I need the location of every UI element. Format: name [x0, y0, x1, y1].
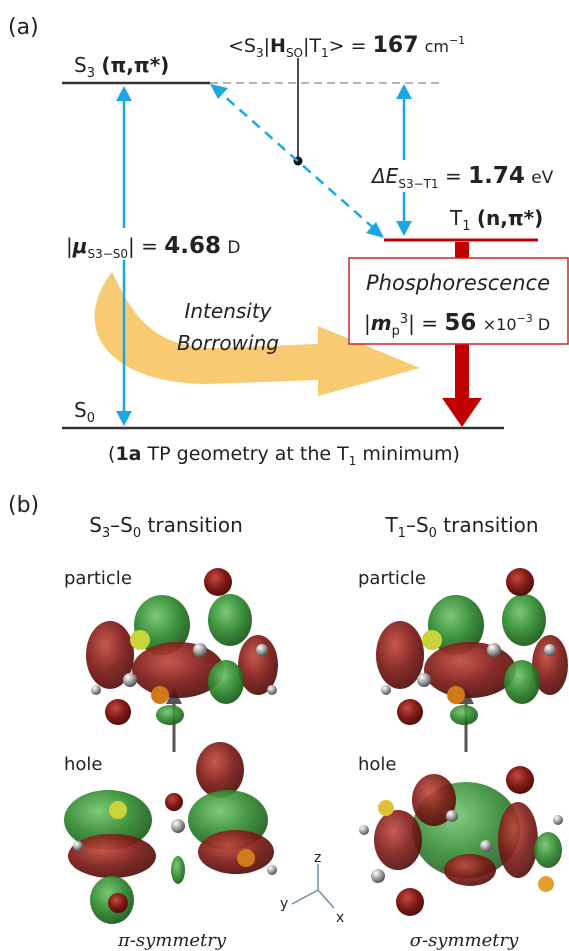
- right-particle-label: particle: [358, 568, 426, 589]
- phosphorescence-arrowhead: [442, 398, 482, 427]
- tdm-label-bg: [60, 228, 250, 260]
- gap-label: ΔES3−T1 = 1.74 eV: [370, 163, 554, 191]
- gap-arrowhead-down: [396, 221, 412, 236]
- right-hole-label: hole: [358, 754, 397, 775]
- left-hole-orbital: [64, 742, 277, 924]
- s3-s0-arrowhead-down: [116, 411, 132, 426]
- phosphorescence-value: |mp3| = 56 ×10−3 D: [364, 310, 550, 339]
- left-symmetry-label: π-symmetry: [117, 930, 227, 951]
- panel-b-label: (b): [8, 493, 39, 518]
- panel-a-caption: (1a TP geometry at the T1 minimum): [108, 443, 460, 468]
- right-transition-title: T1–S0 transition: [384, 513, 538, 541]
- panel-a-label: (a): [8, 15, 39, 40]
- s3-s0-arrowhead-up: [116, 86, 132, 101]
- isc-dashed-arrow: [213, 86, 379, 233]
- left-particle-orbital: [86, 568, 278, 725]
- phosphorescence-box: [348, 257, 569, 345]
- gap-label-bg: [366, 160, 566, 192]
- tdm-label: |μS3−S0| = 4.68 D: [66, 233, 240, 261]
- isc-arrowhead-start: [210, 84, 228, 99]
- intensity-label-line2: Borrowing: [177, 331, 279, 355]
- soc-label: <S3|HSO|T1> = 167 cm−1: [228, 33, 465, 60]
- left-hole-label: hole: [64, 754, 103, 775]
- gap-arrowhead-up: [396, 84, 412, 99]
- right-particle-orbital: [376, 568, 568, 725]
- right-symmetry-label: σ-symmetry: [410, 930, 519, 951]
- t1-level-label: T1 (n,π*): [449, 206, 543, 234]
- intensity-borrowing-arrow: [94, 272, 421, 396]
- axis-triad: z y x: [280, 850, 344, 926]
- axis-z-label: z: [314, 850, 321, 866]
- left-particle-label: particle: [64, 568, 132, 589]
- phosphorescence-title: Phosphorescence: [366, 271, 550, 295]
- axis-x-label: x: [336, 910, 344, 926]
- right-hole-orbital: [359, 766, 563, 916]
- left-transition-title: S3–S0 transition: [89, 513, 243, 541]
- isc-arrowhead-end: [366, 222, 384, 238]
- intensity-label-line1: Intensity: [184, 299, 272, 323]
- s3-level-label: S3 (π,π*): [74, 53, 169, 81]
- axis-y-label: y: [280, 896, 288, 912]
- s0-level-label: S0: [74, 398, 95, 426]
